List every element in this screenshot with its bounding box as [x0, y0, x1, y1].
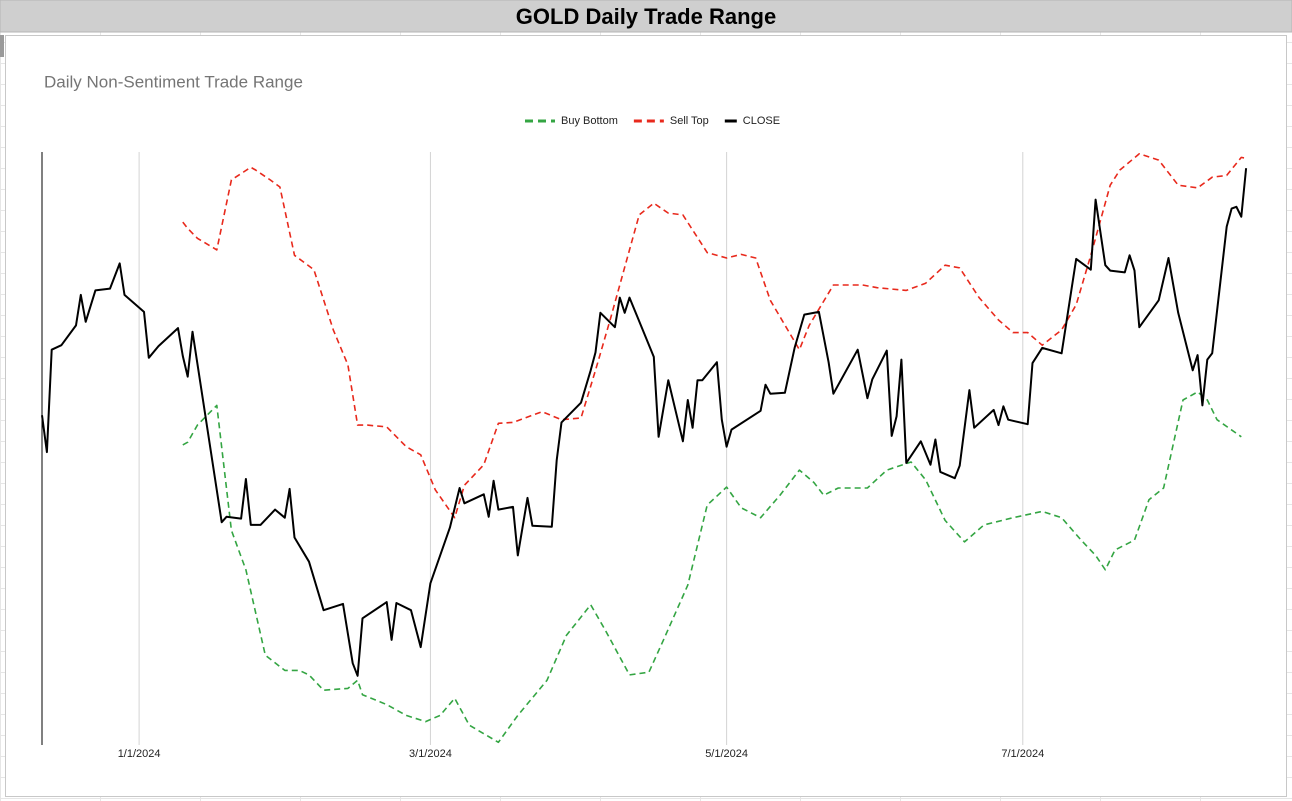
- legend-label: Buy Bottom: [561, 115, 618, 127]
- header-bar: [0, 0, 1292, 33]
- legend: Buy Bottom Sell Top CLOSE: [525, 115, 780, 127]
- x-tick-label: 3/1/2024: [409, 748, 452, 760]
- legend-label: CLOSE: [743, 115, 780, 127]
- x-tick-label: 7/1/2024: [1001, 748, 1044, 760]
- chart-area: [5, 35, 1287, 797]
- legend-label: Sell Top: [670, 115, 709, 127]
- series-line: [41, 168, 1248, 677]
- series-lines: [41, 153, 1248, 744]
- chart-subtitle: Daily Non-Sentiment Trade Range: [44, 72, 303, 91]
- x-tick-label: 5/1/2024: [705, 748, 748, 760]
- chart-title: GOLD Daily Trade Range: [516, 4, 776, 29]
- x-tick-label: 1/1/2024: [118, 748, 161, 760]
- row-marker: [0, 35, 4, 57]
- grid: 1/1/2024 3/1/2024 5/1/2024 7/1/2024: [41, 152, 1044, 760]
- series-line: [182, 153, 1247, 519]
